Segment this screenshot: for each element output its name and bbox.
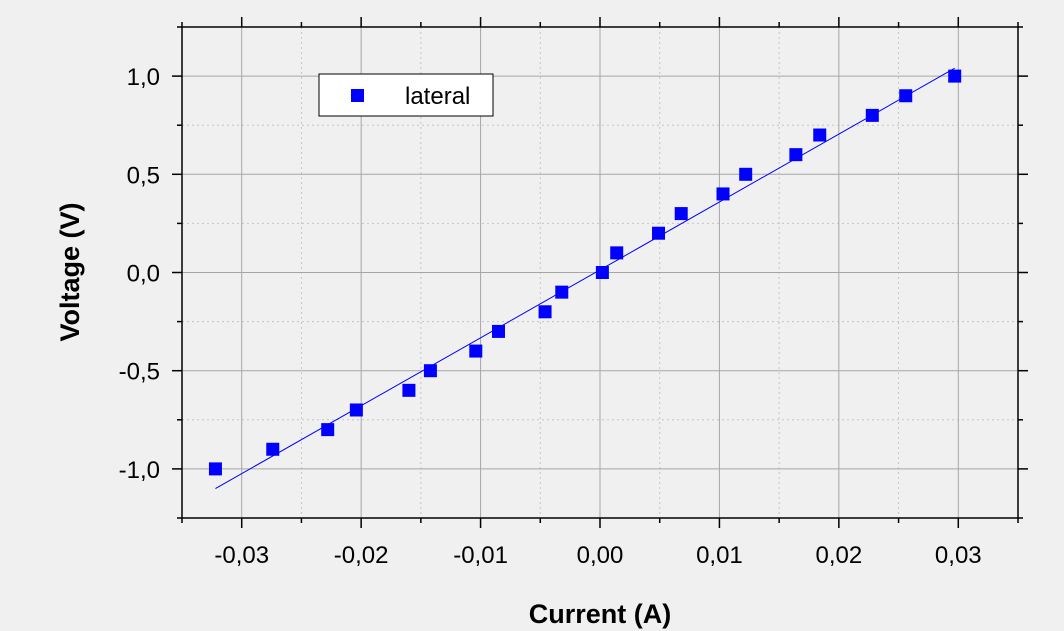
y-tick-label: 0,5 [127, 162, 160, 189]
data-point [948, 69, 962, 83]
data-point [491, 324, 505, 338]
data-point [652, 226, 666, 240]
data-point [402, 383, 416, 397]
data-point [555, 285, 569, 299]
x-tick-label: 0,03 [935, 542, 982, 569]
data-point [813, 128, 827, 142]
data-point [610, 246, 624, 260]
data-points [208, 69, 962, 476]
data-point [349, 403, 363, 417]
x-tick-label: -0,02 [334, 542, 389, 569]
fit-line [215, 67, 955, 489]
legend-box [318, 73, 494, 117]
axis-ticks [172, 17, 1028, 528]
data-point [739, 167, 753, 181]
y-tick-label: 0,0 [127, 261, 160, 288]
data-point [716, 187, 730, 201]
x-axis-title: Current (A) [529, 599, 672, 629]
legend-marker [351, 89, 364, 102]
data-point [789, 148, 803, 162]
y-tick-label: 1,0 [127, 64, 160, 91]
x-tick-label: 0,00 [577, 542, 624, 569]
data-point [865, 108, 879, 122]
data-point [674, 207, 688, 221]
data-point [208, 462, 222, 476]
x-tick-label: 0,01 [696, 542, 743, 569]
fit-line-group [215, 67, 955, 489]
data-point [899, 89, 913, 103]
data-point [595, 266, 609, 279]
legend: lateral [318, 73, 494, 117]
data-point [469, 344, 483, 358]
data-point [321, 423, 335, 437]
y-axis-title: Voltage (V) [55, 202, 85, 341]
y-tick-label: -1,0 [119, 457, 160, 484]
data-point [266, 442, 280, 456]
y-tick-label: -0,5 [119, 359, 160, 386]
legend-label: lateral [405, 83, 470, 110]
y-tick-labels: -1,0 -0,5 0,0 0,5 1,0 [119, 64, 160, 484]
data-point [538, 305, 552, 319]
x-tick-label: 0,02 [815, 542, 862, 569]
data-point [423, 364, 437, 378]
x-tick-label: -0,01 [453, 542, 508, 569]
x-tick-labels: -0,03 -0,02 -0,01 0,00 0,01 0,02 0,03 [214, 542, 981, 569]
x-tick-label: -0,03 [214, 542, 269, 569]
